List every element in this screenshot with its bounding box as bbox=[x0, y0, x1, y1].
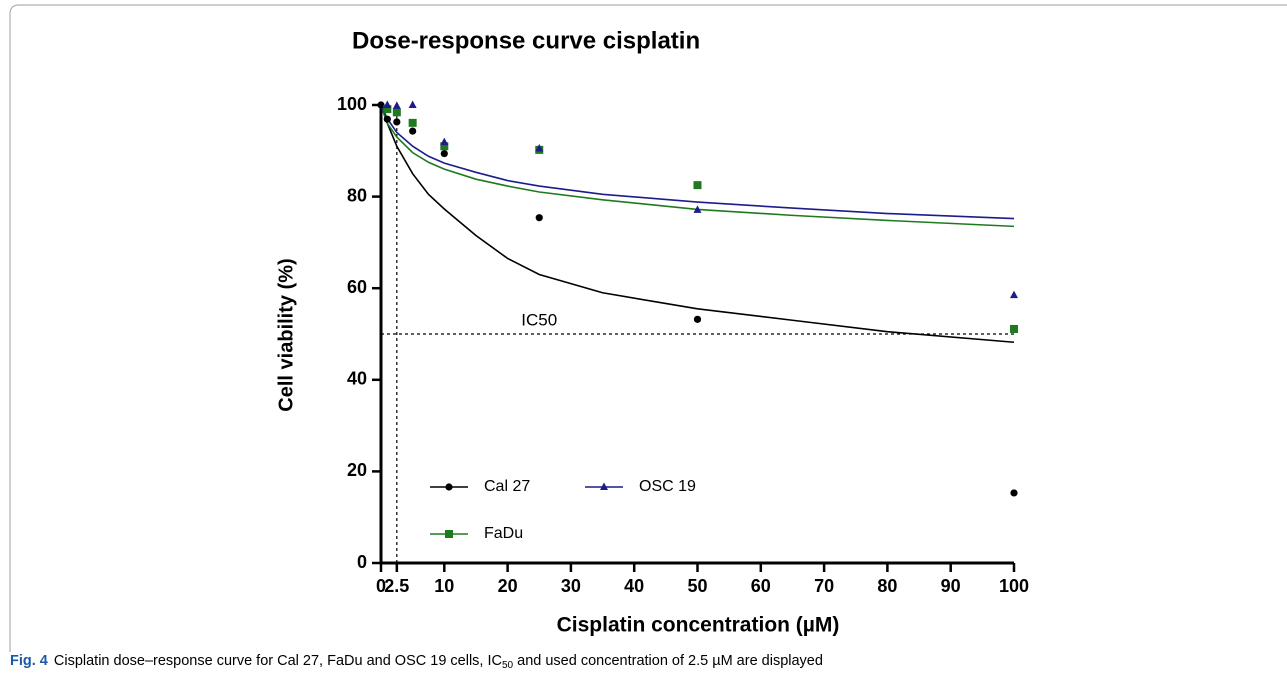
data-point bbox=[377, 101, 385, 109]
caption-subscript: 50 bbox=[502, 660, 514, 671]
data-point bbox=[535, 144, 544, 152]
data-point bbox=[383, 100, 392, 108]
x-tick-label: 70 bbox=[814, 576, 834, 596]
x-tick-label: 90 bbox=[941, 576, 961, 596]
caption-text: and used concentration of 2.5 µM are dis… bbox=[513, 653, 823, 669]
data-point bbox=[440, 137, 449, 146]
data-point bbox=[409, 127, 417, 135]
x-axis-label: Cisplatin concentration (µM) bbox=[557, 614, 840, 637]
x-tick-label: 30 bbox=[561, 576, 581, 596]
data-point bbox=[535, 214, 543, 222]
data-point bbox=[1010, 290, 1018, 299]
legend-marker bbox=[600, 482, 608, 490]
data-point bbox=[693, 315, 702, 323]
data-point bbox=[1010, 324, 1018, 333]
chart-title: Dose-response curve cisplatin bbox=[352, 27, 700, 54]
legend-label: OSC 19 bbox=[639, 478, 696, 495]
x-tick-label: 100 bbox=[999, 576, 1029, 596]
fit-curve bbox=[380, 104, 1015, 344]
figure-border bbox=[9, 4, 1287, 652]
x-tick-label: 80 bbox=[877, 576, 897, 596]
y-tick-label: 0 bbox=[357, 552, 367, 572]
fit-curve bbox=[380, 104, 1015, 220]
legend-marker bbox=[445, 483, 453, 491]
x-tick-label: 20 bbox=[498, 576, 518, 596]
annotation: IC50 bbox=[521, 310, 557, 329]
y-tick-label: 100 bbox=[337, 94, 367, 114]
x-tick-label: 40 bbox=[624, 576, 644, 596]
data-point bbox=[393, 118, 401, 126]
x-tick-label: 0 bbox=[376, 576, 386, 596]
legend-label: FaDu bbox=[484, 525, 523, 542]
x-tick-label: 10 bbox=[434, 576, 454, 596]
x-tick-label: 50 bbox=[687, 576, 707, 596]
data-point bbox=[1010, 489, 1018, 497]
caption-text: Cisplatin dose–response curve for Cal 27… bbox=[54, 653, 502, 669]
data-point bbox=[408, 118, 417, 127]
legend-marker bbox=[445, 530, 453, 538]
x-tick-label: 2.5 bbox=[384, 576, 409, 596]
data-point bbox=[440, 149, 448, 158]
data-point bbox=[408, 100, 417, 108]
y-axis-label: Cell viability (%) bbox=[275, 258, 297, 411]
data-point bbox=[383, 115, 391, 123]
data-point bbox=[383, 105, 392, 114]
legend-label: Cal 27 bbox=[484, 478, 530, 495]
caption-label: Fig. 4 bbox=[10, 653, 48, 669]
caption: Fig. 4 Cisplatin dose–response curve for … bbox=[10, 653, 823, 671]
data-point bbox=[693, 205, 702, 213]
data-point bbox=[693, 181, 702, 190]
data-point bbox=[392, 101, 401, 109]
y-tick-label: 60 bbox=[347, 277, 367, 297]
x-tick-label: 60 bbox=[751, 576, 771, 596]
data-point bbox=[392, 108, 401, 117]
y-tick-label: 40 bbox=[347, 369, 367, 389]
fit-curve bbox=[380, 104, 1015, 228]
data-point bbox=[440, 142, 449, 151]
y-tick-label: 80 bbox=[347, 185, 367, 205]
y-tick-label: 20 bbox=[347, 460, 367, 480]
